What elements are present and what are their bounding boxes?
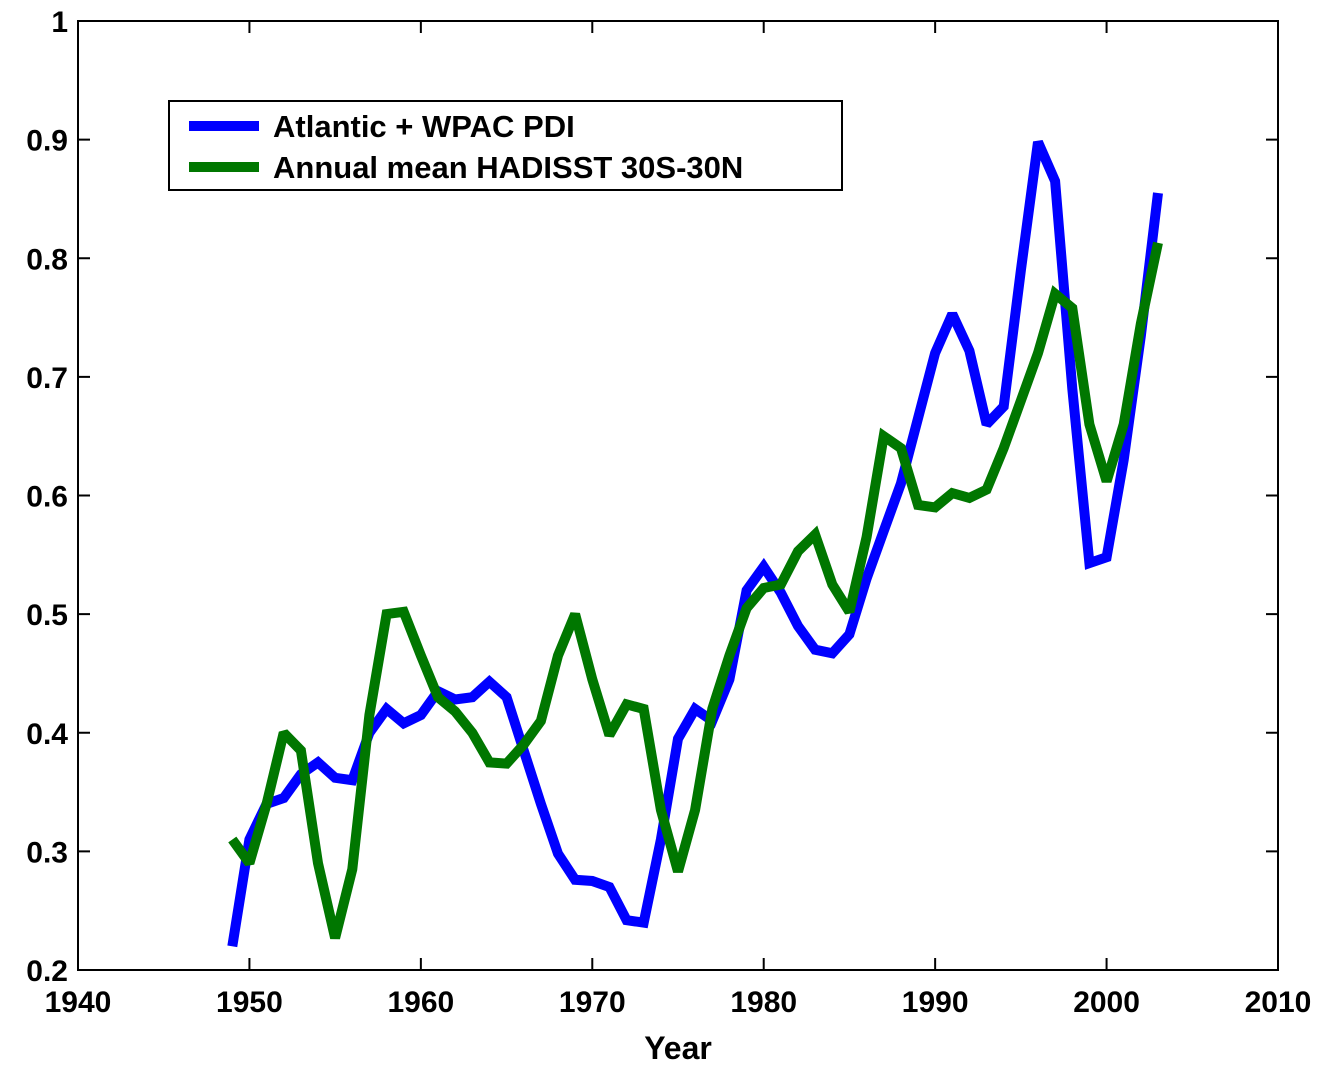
x-tick-label: 1980 [730,986,797,1019]
x-tick-label: 1960 [387,986,454,1019]
x-tick-label: 2010 [1245,986,1312,1019]
x-axis: 1940 1950 1960 1970 1980 1990 2000 2010 [45,21,1312,1019]
x-tick-label: 1970 [559,986,626,1019]
series-layer [227,139,1163,948]
x-tick-label: 1940 [45,986,112,1019]
x-tick-label: 2000 [1073,986,1140,1019]
y-tick-label: 1 [51,6,68,39]
legend: Atlantic + WPAC PDI Annual mean HADISST … [168,100,843,191]
legend-label-hadisst: Annual mean HADISST 30S-30N [273,150,743,185]
legend-box [168,100,843,191]
y-tick-label: 0.9 [26,125,68,158]
y-tick-label: 0.7 [26,362,68,395]
legend-label-atlantic-wpac-pdi: Atlantic + WPAC PDI [273,109,575,144]
y-tick-label: 0.6 [26,481,68,514]
y-tick-label: 0.8 [26,243,68,276]
x-axis-title: Year [644,1030,712,1065]
x-tick-label: 1990 [902,986,969,1019]
plot-frame [77,20,1279,971]
y-tick-label: 0.4 [26,718,68,751]
y-tick-label: 0.2 [26,955,68,988]
series-line-1 [228,241,1163,940]
y-axis: 0.2 0.3 0.4 0.5 0.6 0.7 0.8 0.9 1 [26,6,1278,988]
series-line-0 [227,139,1163,948]
y-tick-label: 0.3 [26,836,68,869]
y-tick-label: 0.5 [26,599,68,632]
x-tick-label: 1950 [216,986,283,1019]
